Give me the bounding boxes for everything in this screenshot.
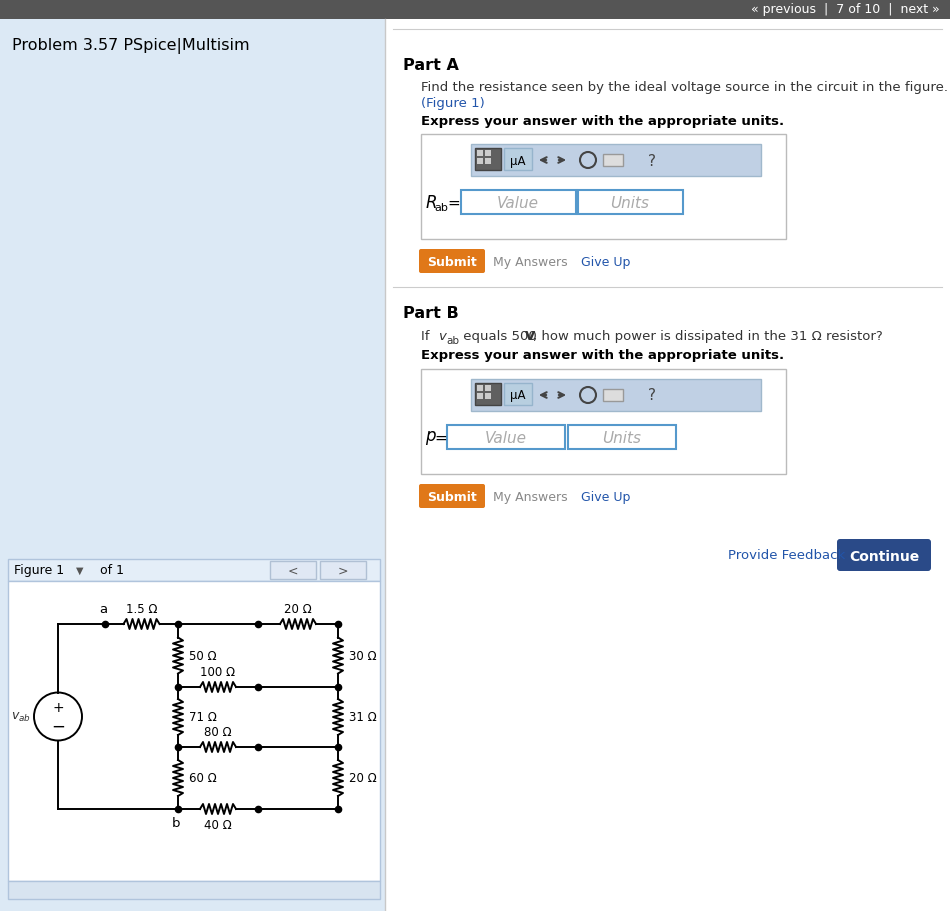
FancyBboxPatch shape: [320, 561, 366, 579]
Text: 71 Ω: 71 Ω: [189, 711, 217, 723]
Text: Figure 1: Figure 1: [14, 564, 65, 577]
Text: ▼: ▼: [76, 566, 84, 576]
Text: Continue: Continue: [849, 549, 920, 563]
FancyBboxPatch shape: [837, 539, 931, 571]
Text: Express your answer with the appropriate units.: Express your answer with the appropriate…: [421, 349, 784, 362]
Text: Value: Value: [485, 431, 527, 446]
FancyBboxPatch shape: [461, 190, 576, 215]
FancyBboxPatch shape: [471, 145, 761, 177]
Text: $v$: $v$: [438, 330, 448, 343]
FancyBboxPatch shape: [8, 581, 380, 881]
Text: V: V: [525, 330, 535, 343]
Text: 60 Ω: 60 Ω: [189, 772, 217, 784]
Text: μA: μA: [510, 154, 525, 168]
FancyBboxPatch shape: [504, 148, 532, 171]
FancyBboxPatch shape: [485, 151, 491, 157]
FancyBboxPatch shape: [385, 20, 950, 911]
Text: Provide Feedback: Provide Feedback: [728, 549, 846, 562]
Text: Submit: Submit: [428, 256, 477, 270]
FancyBboxPatch shape: [578, 190, 683, 215]
Text: +: +: [52, 701, 64, 715]
FancyBboxPatch shape: [270, 561, 316, 579]
FancyBboxPatch shape: [485, 394, 491, 400]
FancyBboxPatch shape: [477, 151, 483, 157]
Text: 1.5 Ω: 1.5 Ω: [125, 602, 158, 615]
Text: Give Up: Give Up: [581, 491, 631, 504]
Text: 50 Ω: 50 Ω: [189, 650, 217, 662]
Text: Find the resistance seen by the ideal voltage source in the circuit in the figur: Find the resistance seen by the ideal vo…: [421, 81, 948, 95]
Text: −: −: [51, 717, 65, 734]
Text: Give Up: Give Up: [581, 256, 631, 270]
Text: , how much power is dissipated in the 31 Ω resistor?: , how much power is dissipated in the 31…: [533, 330, 883, 343]
Text: Units: Units: [602, 431, 641, 446]
Text: ?: ?: [648, 153, 656, 169]
FancyBboxPatch shape: [603, 155, 623, 167]
FancyBboxPatch shape: [603, 390, 623, 402]
Text: (Figure 1): (Figure 1): [421, 97, 484, 109]
FancyBboxPatch shape: [475, 384, 501, 405]
FancyBboxPatch shape: [504, 384, 532, 405]
Text: 40 Ω: 40 Ω: [204, 818, 232, 831]
FancyBboxPatch shape: [477, 385, 483, 392]
Text: equals 500: equals 500: [459, 330, 537, 343]
Text: $v_{ab}$: $v_{ab}$: [11, 711, 31, 723]
Text: If: If: [421, 330, 434, 343]
Text: =: =: [447, 195, 460, 210]
Text: b: b: [172, 816, 180, 829]
Text: Value: Value: [497, 196, 539, 211]
Text: μA: μA: [510, 389, 525, 402]
FancyBboxPatch shape: [421, 370, 786, 475]
Text: ab: ab: [434, 203, 447, 213]
FancyBboxPatch shape: [421, 135, 786, 240]
Text: >: >: [338, 564, 349, 577]
Text: of 1: of 1: [100, 564, 124, 577]
Text: Units: Units: [611, 196, 650, 211]
Text: 20 Ω: 20 Ω: [349, 772, 377, 784]
FancyBboxPatch shape: [419, 250, 485, 273]
Text: <: <: [288, 564, 298, 577]
Text: Problem 3.57 PSpice|Multisim: Problem 3.57 PSpice|Multisim: [12, 38, 250, 54]
FancyBboxPatch shape: [475, 148, 501, 171]
FancyBboxPatch shape: [8, 881, 380, 899]
FancyBboxPatch shape: [477, 394, 483, 400]
FancyBboxPatch shape: [8, 559, 380, 581]
Text: My Answers: My Answers: [493, 256, 568, 270]
Text: ?: ?: [648, 388, 656, 403]
Text: 31 Ω: 31 Ω: [349, 711, 377, 723]
Text: ab: ab: [446, 335, 459, 345]
FancyBboxPatch shape: [447, 425, 565, 449]
FancyBboxPatch shape: [0, 0, 950, 20]
FancyBboxPatch shape: [471, 380, 761, 412]
Text: 100 Ω: 100 Ω: [200, 665, 236, 679]
FancyBboxPatch shape: [485, 159, 491, 165]
FancyBboxPatch shape: [485, 385, 491, 392]
Text: Part B: Part B: [403, 306, 459, 322]
Text: 30 Ω: 30 Ω: [349, 650, 376, 662]
Text: 20 Ω: 20 Ω: [284, 602, 312, 615]
Text: 80 Ω: 80 Ω: [204, 725, 232, 738]
Text: My Answers: My Answers: [493, 491, 568, 504]
Text: a: a: [99, 602, 107, 615]
Text: $p$: $p$: [425, 428, 437, 446]
FancyBboxPatch shape: [419, 485, 485, 508]
Text: =: =: [434, 430, 446, 445]
FancyBboxPatch shape: [0, 20, 385, 911]
Text: Express your answer with the appropriate units.: Express your answer with the appropriate…: [421, 116, 784, 128]
FancyBboxPatch shape: [568, 425, 676, 449]
Text: « previous  |  7 of 10  |  next »: « previous | 7 of 10 | next »: [751, 4, 940, 16]
Text: Part A: Part A: [403, 57, 459, 72]
FancyBboxPatch shape: [477, 159, 483, 165]
Text: Submit: Submit: [428, 491, 477, 504]
Text: $R$: $R$: [425, 194, 437, 211]
